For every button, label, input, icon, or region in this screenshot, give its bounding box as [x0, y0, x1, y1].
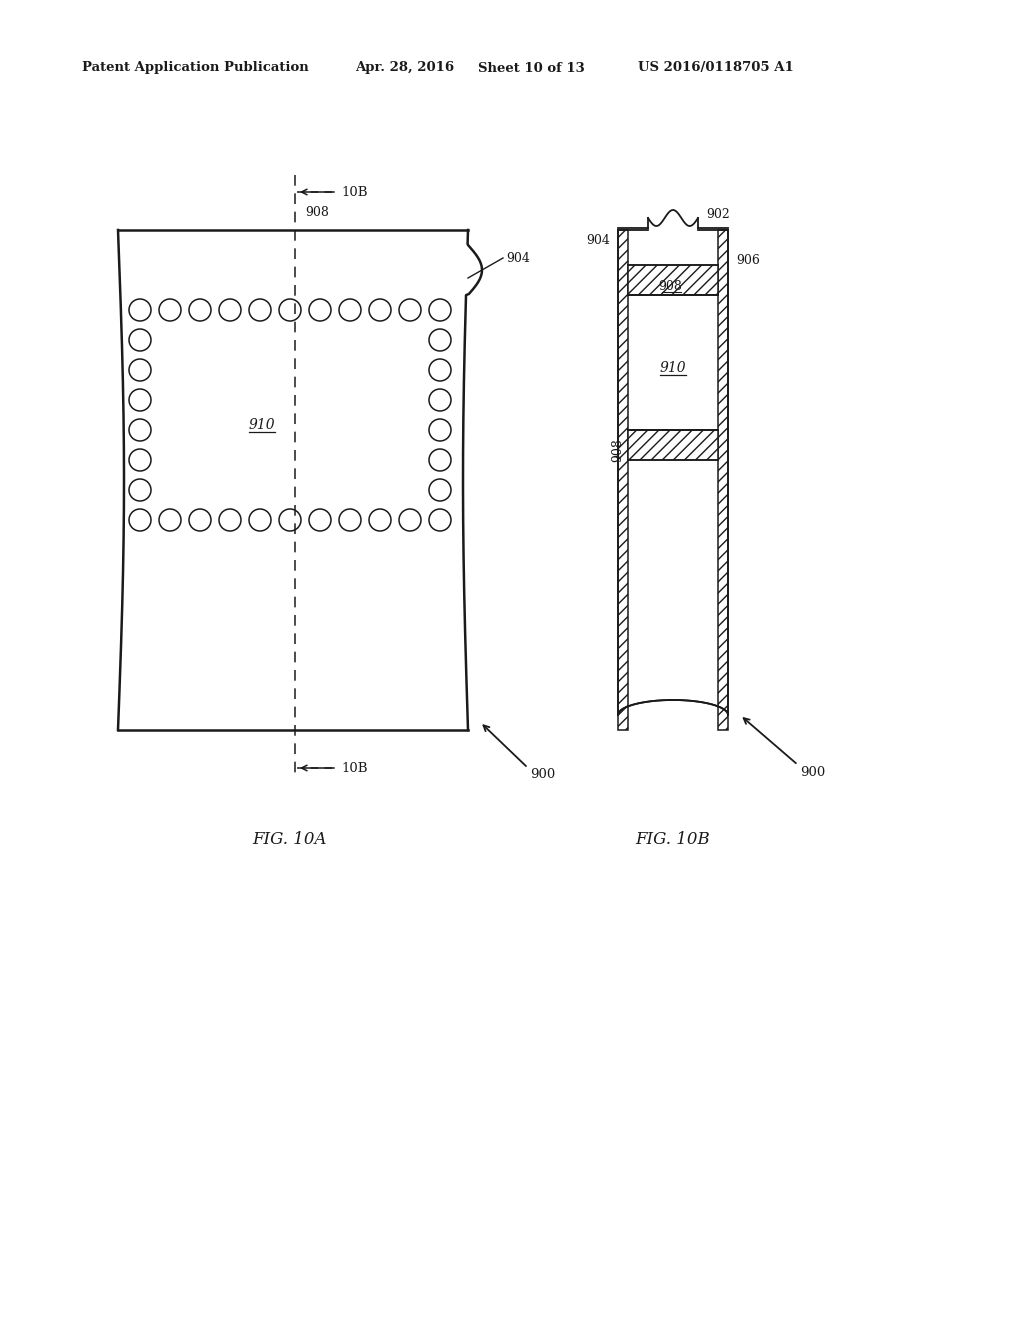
Text: 900: 900	[800, 766, 825, 779]
Bar	[618, 230, 628, 730]
Text: US 2016/0118705 A1: US 2016/0118705 A1	[638, 62, 794, 74]
Text: Apr. 28, 2016: Apr. 28, 2016	[355, 62, 454, 74]
Text: 902: 902	[706, 209, 730, 222]
Text: 908: 908	[658, 280, 682, 293]
Text: FIG. 10A: FIG. 10A	[253, 832, 328, 849]
Text: 910: 910	[249, 418, 275, 432]
Bar	[628, 265, 718, 294]
Text: 910: 910	[659, 362, 686, 375]
Text: Sheet 10 of 13: Sheet 10 of 13	[478, 62, 585, 74]
Bar	[718, 230, 728, 730]
Bar	[628, 430, 718, 459]
Text: 906: 906	[736, 253, 760, 267]
Text: 10B: 10B	[341, 762, 368, 775]
Text: 904: 904	[506, 252, 529, 264]
Text: 908: 908	[305, 206, 329, 219]
Text: 900: 900	[530, 768, 555, 781]
Text: 10B: 10B	[341, 186, 368, 198]
Text: Patent Application Publication: Patent Application Publication	[82, 62, 309, 74]
Text: 908: 908	[611, 438, 624, 462]
Text: FIG. 10B: FIG. 10B	[636, 832, 711, 849]
Text: 904: 904	[586, 234, 610, 247]
